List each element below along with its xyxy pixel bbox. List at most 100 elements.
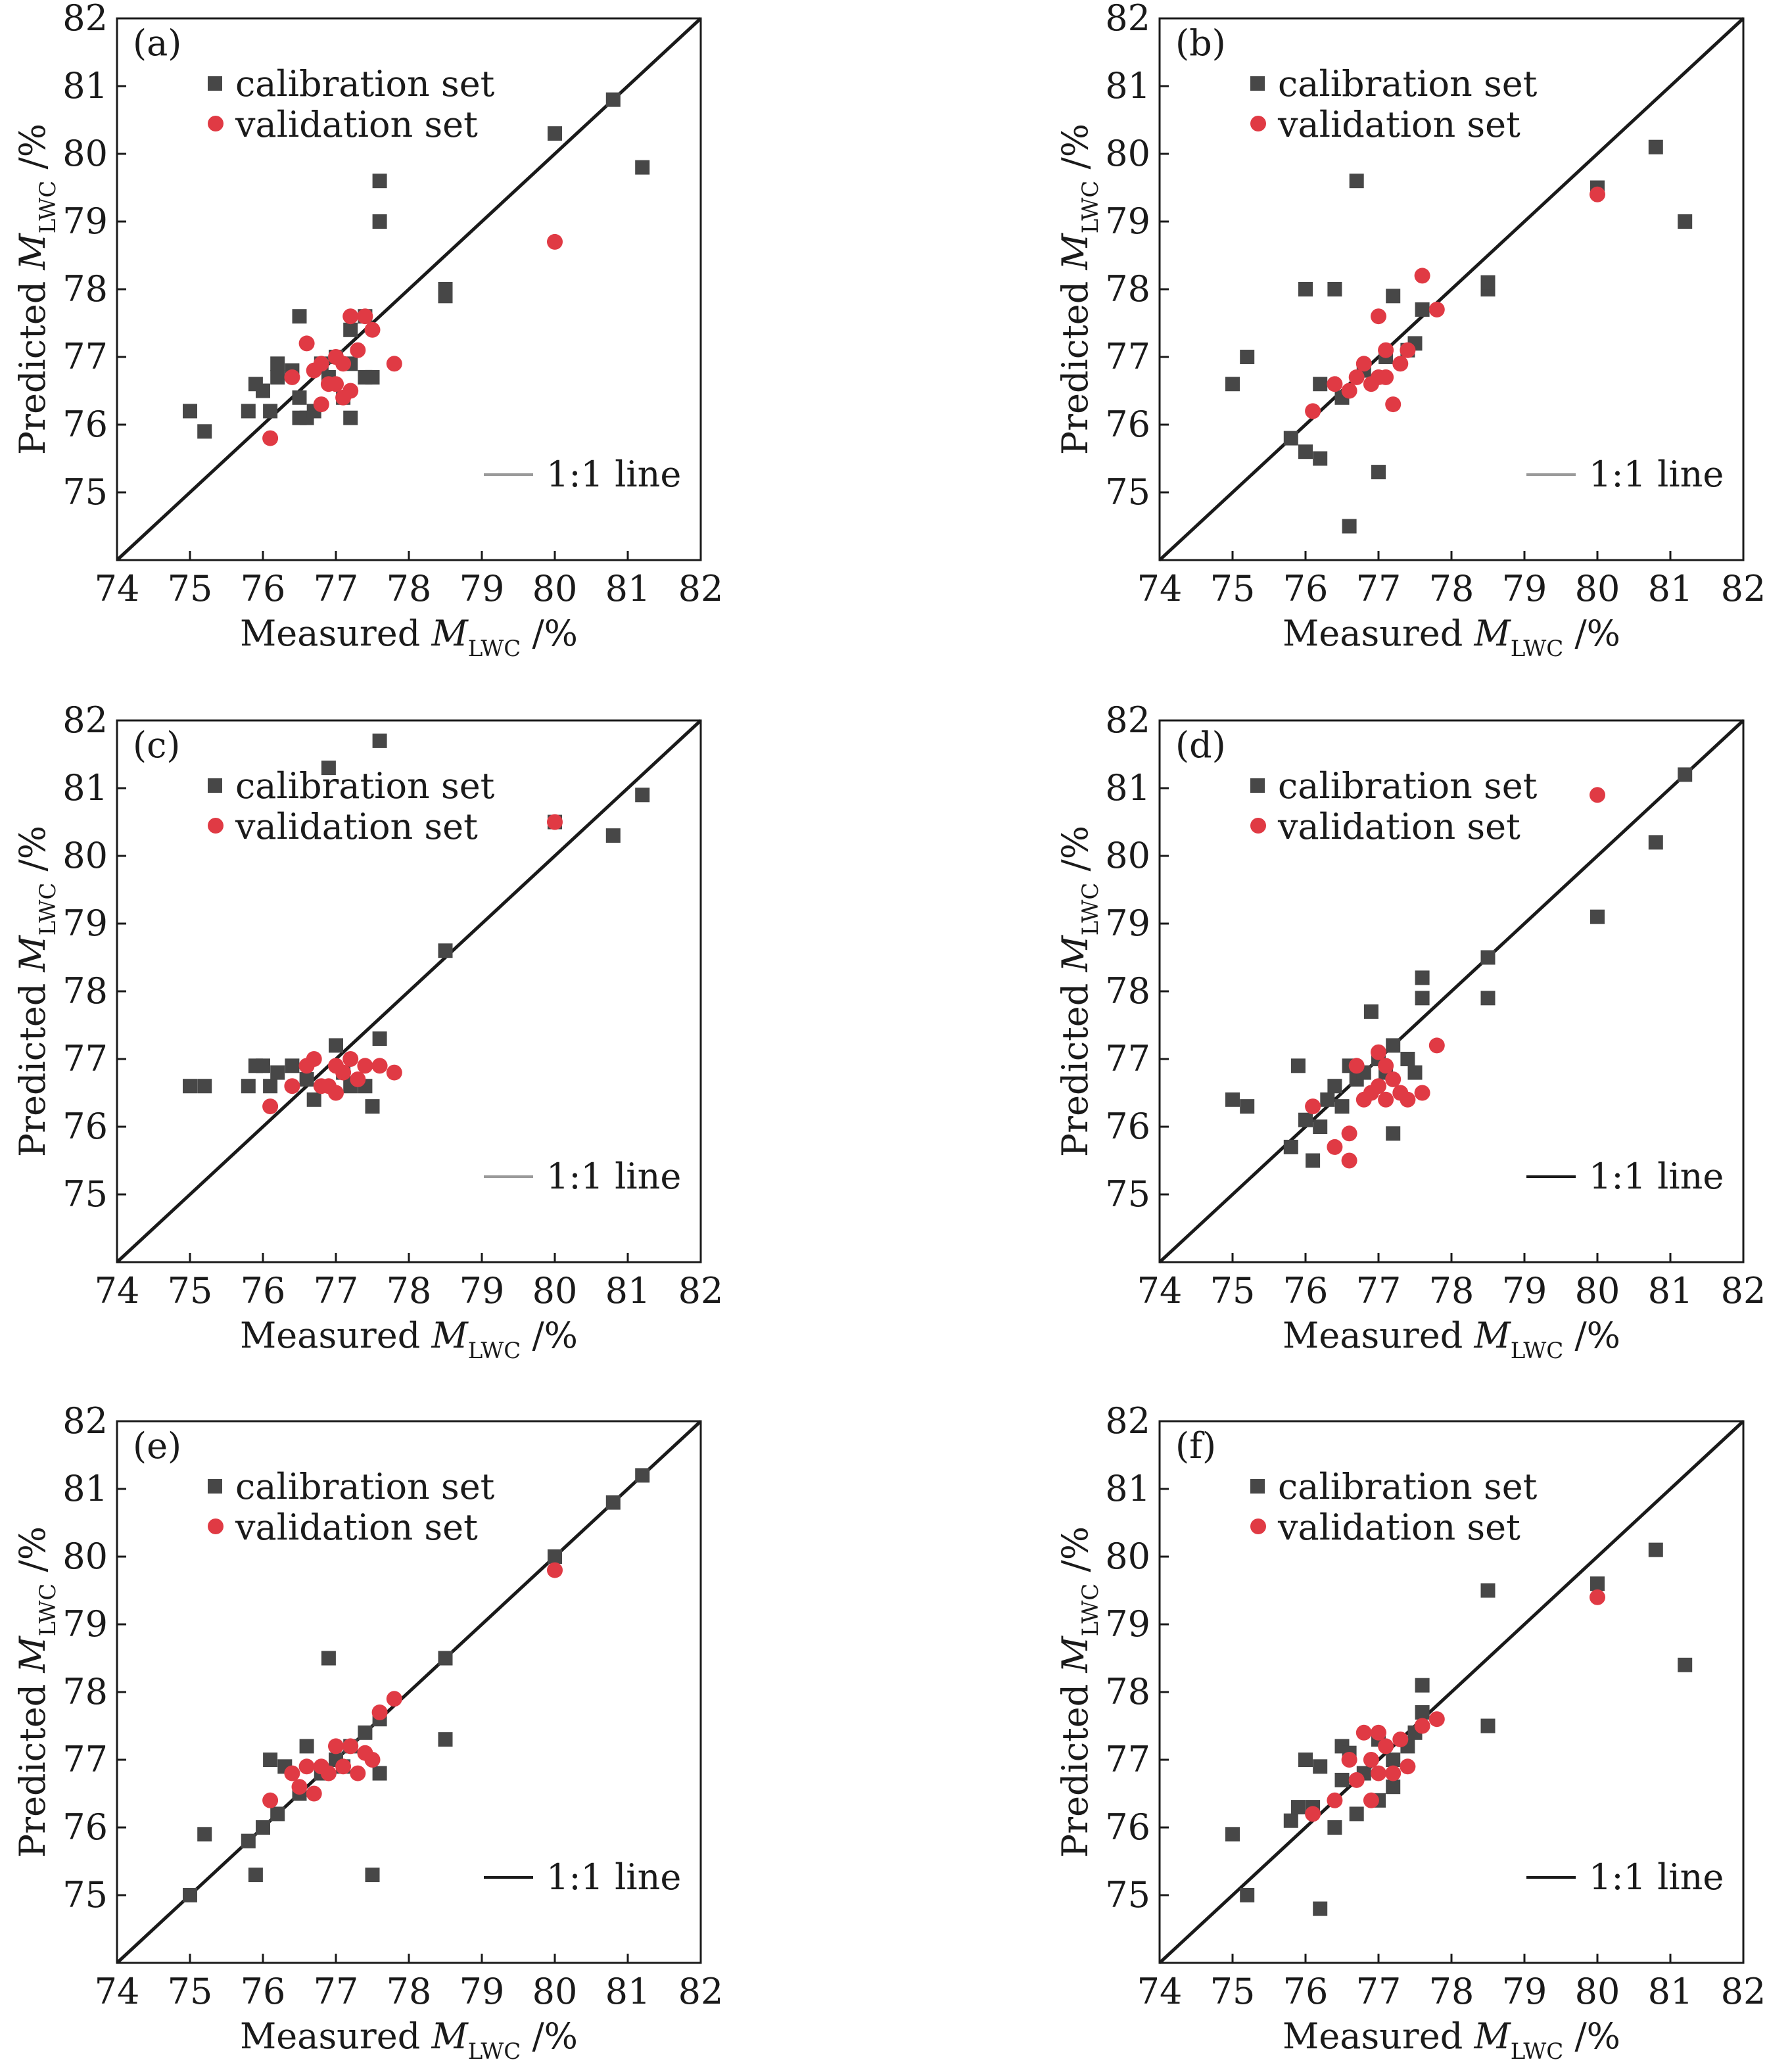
one-to-one-line [116, 719, 702, 1263]
legend-validation-label: validation set [235, 806, 478, 847]
x-tick-label: 75 [1210, 568, 1256, 609]
y-axis-title-suffix: /% [12, 826, 53, 883]
calibration-point [1240, 1888, 1255, 1902]
x-tick-label: 77 [1356, 1270, 1402, 1311]
validation-point [335, 1064, 352, 1081]
x-tick-label: 77 [314, 568, 359, 609]
x-tick-label: 76 [241, 1971, 286, 2012]
validation-point [371, 1058, 388, 1074]
validation-point [1385, 396, 1402, 413]
calibration-point [1225, 1092, 1240, 1107]
calibration-point [1407, 1065, 1423, 1080]
legend-line-label: 1:1 line [1589, 1856, 1724, 1898]
y-tick-label: 76 [1105, 1806, 1150, 1848]
validation-point [328, 1738, 344, 1754]
y-tick-label: 76 [62, 1806, 108, 1848]
calibration-point [1327, 1079, 1342, 1094]
x-tick-label: 77 [314, 1971, 359, 2012]
calibration-point [438, 943, 453, 958]
validation-point [306, 1785, 322, 1802]
calibration-point [1334, 1772, 1350, 1787]
calibration-point [548, 1549, 562, 1564]
calibration-point [1400, 1052, 1415, 1066]
legend-calibration-marker [1250, 76, 1265, 91]
y-tick-label: 80 [62, 1536, 108, 1577]
calibration-point [1480, 275, 1496, 290]
x-tick-label: 76 [241, 1270, 286, 1311]
validation-point [386, 1691, 402, 1707]
validation-point [1414, 268, 1430, 284]
y-axis-title-suffix: /% [12, 124, 53, 181]
calibration-point [1371, 465, 1386, 480]
y-axis-title-sub: LWC [35, 883, 61, 936]
validation-point [1378, 342, 1394, 358]
y-axis-title-sub: LWC [1077, 883, 1104, 936]
x-axis-title-sub: LWC [1511, 2038, 1564, 2065]
y-tick-label: 76 [1105, 404, 1150, 445]
x-tick-label: 74 [95, 568, 140, 609]
validation-point [1392, 1731, 1409, 1748]
calibration-point [1480, 1718, 1496, 1733]
legend-line-label: 1:1 line [546, 1156, 681, 1197]
y-tick-label: 75 [62, 1874, 108, 1916]
calibration-point [635, 788, 650, 803]
validation-point [284, 369, 300, 385]
x-tick-label: 79 [459, 568, 505, 609]
validation-point [1371, 1765, 1386, 1781]
x-tick-label: 80 [532, 1270, 578, 1311]
calibration-point [1480, 1583, 1496, 1598]
legend-validation-marker [1250, 1519, 1266, 1534]
calibration-point [1306, 1153, 1321, 1168]
y-tick-label: 78 [1105, 1671, 1150, 1712]
validation-point [1400, 1091, 1416, 1108]
y-tick-label: 77 [1105, 336, 1150, 377]
y-tick-label: 79 [1105, 1603, 1150, 1645]
calibration-point [1320, 1092, 1335, 1107]
calibration-point [1298, 282, 1313, 296]
x-axis-title: Measured MLWC /% [1283, 1315, 1620, 1364]
validation-point [342, 1738, 359, 1754]
y-tick-label: 82 [62, 1400, 108, 1442]
validation-point [1355, 1724, 1372, 1741]
calibration-point [270, 1806, 285, 1822]
y-tick-label: 78 [62, 1671, 108, 1712]
y-axis-title-suffix: /% [1054, 826, 1096, 883]
validation-point [1348, 369, 1365, 385]
y-tick-label: 76 [1105, 1106, 1150, 1147]
one-to-one-line [1158, 1420, 1745, 1964]
y-axis-title-suffix: /% [12, 1526, 53, 1584]
x-axis-title-prefix: Measured [1283, 613, 1474, 654]
x-axis-title: Measured MLWC /% [240, 613, 578, 662]
calibration-point [1240, 1099, 1255, 1114]
y-axis-title-suffix: /% [1054, 124, 1096, 181]
calibration-point [438, 1732, 453, 1747]
validation-point [1371, 1724, 1386, 1741]
validation-point [350, 1765, 366, 1781]
validation-point [371, 1704, 388, 1720]
x-axis-title-suffix: /% [1563, 613, 1620, 654]
calibration-point [1225, 1827, 1240, 1842]
calibration-point [1415, 1705, 1430, 1720]
calibration-point [1283, 1139, 1298, 1154]
y-axis-title-suffix: /% [1054, 1526, 1096, 1584]
y-tick-label: 82 [62, 0, 108, 39]
x-tick-label: 81 [605, 1270, 651, 1311]
calibration-point [1678, 1657, 1693, 1672]
calibration-point [299, 1739, 314, 1754]
y-tick-label: 78 [1105, 268, 1150, 310]
y-axis-title: Predicted MLWC /% [12, 1526, 61, 1858]
calibration-point [256, 1058, 270, 1073]
y-axis-title-var: M [12, 1635, 53, 1673]
y-tick-label: 79 [62, 903, 108, 944]
legend-validation-marker [208, 1519, 224, 1534]
validation-point [1378, 1738, 1394, 1754]
validation-point [335, 356, 352, 372]
x-axis-title-sub: LWC [1511, 636, 1564, 662]
x-tick-label: 80 [1575, 568, 1620, 609]
validation-point [1378, 1091, 1394, 1108]
x-tick-label: 78 [1429, 1971, 1474, 2012]
validation-point [547, 1562, 563, 1578]
calibration-point [1386, 1126, 1401, 1141]
panel-label: (e) [133, 1425, 181, 1467]
x-axis-title-prefix: Measured [1283, 1315, 1474, 1356]
